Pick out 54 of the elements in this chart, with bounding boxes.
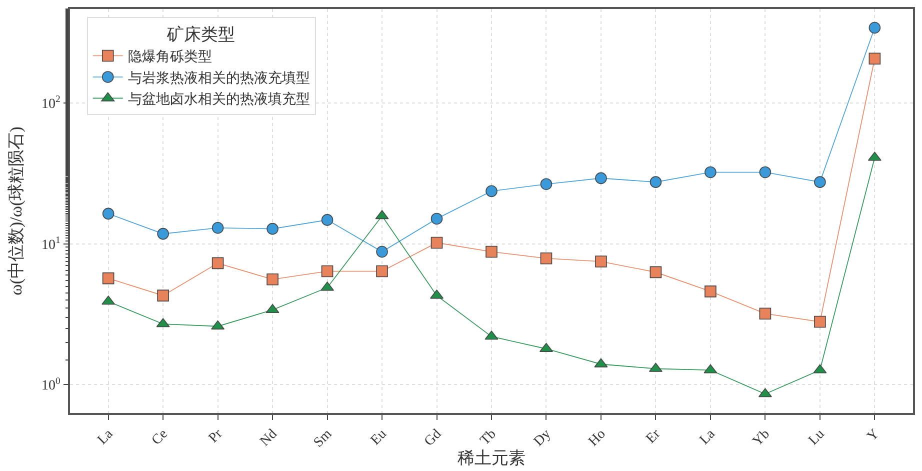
point xyxy=(430,236,443,249)
y-axis-title: ω(中位数)/ω(球粒陨石) xyxy=(6,126,26,296)
point xyxy=(595,256,607,268)
point xyxy=(540,178,552,190)
x-tick-label: La xyxy=(95,426,117,448)
point xyxy=(212,222,224,234)
y-tick-label: 10$^{1}$ xyxy=(42,234,61,253)
x-tick-label: Nd xyxy=(258,426,280,450)
point xyxy=(157,228,169,240)
point xyxy=(595,172,607,184)
y-tick-label: 10$^{0}$ xyxy=(42,376,61,394)
x-tick-label: Lu xyxy=(806,426,828,448)
x-tick-label: Dy xyxy=(531,426,554,450)
legend-label: 与岩浆热液相关的热液充填型 xyxy=(128,70,310,86)
point xyxy=(540,252,552,264)
point xyxy=(704,166,716,178)
x-tick-label: Ce xyxy=(149,426,171,448)
x-tick-label: Tb xyxy=(478,426,500,448)
point xyxy=(650,176,662,188)
point xyxy=(102,208,114,220)
x-tick-label: Eu xyxy=(368,426,390,448)
point xyxy=(266,273,278,286)
point xyxy=(102,272,114,284)
x-tick-label: Yb xyxy=(750,426,773,450)
point xyxy=(321,265,334,278)
x-tick-label: Gd xyxy=(422,426,445,450)
x-tick-label: Sm xyxy=(311,426,336,451)
point xyxy=(814,176,826,188)
x-tick-label: La xyxy=(697,426,719,448)
point xyxy=(759,308,772,320)
point xyxy=(157,290,169,302)
point xyxy=(321,214,334,226)
point xyxy=(266,222,278,235)
point xyxy=(868,52,881,65)
x-tick-label: Er xyxy=(644,426,664,447)
point xyxy=(376,265,388,278)
x-axis-title: 稀土元素 xyxy=(458,448,526,468)
x-tick-label: Ho xyxy=(586,426,609,450)
point xyxy=(868,22,881,34)
point xyxy=(486,185,498,198)
point xyxy=(376,246,388,258)
x-tick-label: Y xyxy=(864,426,882,444)
legend-label: 与盆地卤水相关的热液填充型 xyxy=(128,92,310,108)
point xyxy=(212,257,224,270)
legend-title: 矿床类型 xyxy=(166,25,235,44)
point xyxy=(704,286,716,298)
point xyxy=(814,316,826,328)
legend-label: 隐爆角砾类型 xyxy=(128,49,212,66)
point xyxy=(650,266,662,278)
point xyxy=(486,246,498,258)
y-tick-label: 10$^{2}$ xyxy=(42,94,61,112)
point xyxy=(759,166,772,178)
point xyxy=(430,212,443,225)
x-tick-label: Pr xyxy=(206,426,226,446)
